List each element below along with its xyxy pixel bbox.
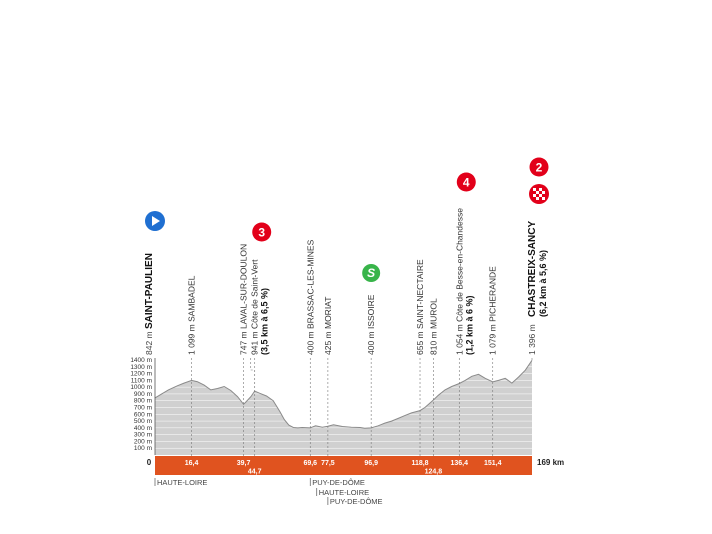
finish-climb-category-icon-number: 2 <box>536 160 543 174</box>
location-label: 810 m MUROL <box>428 298 438 355</box>
location-label: 655 m SAINT-NECTAIRE <box>415 259 425 355</box>
climb-category-icon <box>456 172 476 192</box>
start-altitude: 842 m <box>144 331 154 355</box>
y-tick-label: 400 m <box>134 425 152 432</box>
finish-flag-square <box>533 194 536 197</box>
location-label: 425 m MORIAT <box>323 297 333 355</box>
climb-stats: (1,2 km à 6 %) <box>464 295 474 355</box>
km-label: 39,7 <box>237 460 251 467</box>
km-label: 124,8 <box>425 469 443 476</box>
location-label: 400 m ISSOIRE <box>366 294 376 355</box>
start-name: SAINT-PAULIEN <box>144 253 155 329</box>
finish-flag-square <box>542 197 545 200</box>
y-tick-label: 300 m <box>134 432 152 439</box>
region-label: PUY-DE-DÔME <box>330 497 383 506</box>
location-labels: 842 m SAINT-PAULIEN 1 099 m SAMBADEL 747 m … <box>144 208 548 355</box>
y-tick-label: 1200 m <box>130 371 152 378</box>
elevation-fill <box>155 360 532 455</box>
climb-category-icon-number: 4 <box>463 175 470 189</box>
finish-climb-category-icon <box>529 157 549 177</box>
y-tick-label: 1300 m <box>130 364 152 371</box>
location-label: 1 099 m SAMBADEL <box>187 275 197 355</box>
km-band: 0 169 km 16,4 39,7 44,7 69,6 77,5 96,9 118,8 124,… <box>147 456 564 476</box>
region-label: HAUTE-LOIRE <box>157 478 207 487</box>
y-tick-label: 900 m <box>134 391 152 398</box>
region-labels: HAUTE-LOIRE PUY-DE-DÔMEHAUTE-LOIREPUY-DE-… <box>154 478 383 506</box>
location-label: 941 m Côte de Saint-Vert <box>250 259 260 355</box>
finish-flag-square <box>542 191 545 194</box>
km-label: 151,4 <box>484 460 502 467</box>
location-label: 1 054 m Côte de Besse-en-Chandesse <box>454 208 464 355</box>
elevation-area <box>154 358 533 455</box>
km-label: 136,4 <box>451 460 469 467</box>
location-label: 747 m LAVAL-SUR-DOULON <box>239 244 249 355</box>
y-tick-label: 1100 m <box>131 377 152 384</box>
elevation-line <box>154 360 533 429</box>
climb-category-icon-number: 3 <box>258 225 265 239</box>
finish-flag-square <box>539 194 542 197</box>
region-label: HAUTE-LOIRE <box>319 488 369 497</box>
y-tick-label: 700 m <box>134 405 152 412</box>
km-label: 96,9 <box>364 460 378 467</box>
finish-name: CHASTREIX-SANCY <box>527 221 538 317</box>
y-tick-label: 200 m <box>134 438 152 445</box>
location-label: 400 m BRASSAC-LES-MINES <box>305 239 315 355</box>
y-tick-label: 500 m <box>134 418 152 425</box>
km-band-bar <box>155 456 532 475</box>
profile-icons: 3 S 4 2 <box>145 157 549 282</box>
region-label: PUY-DE-DÔME <box>312 478 365 487</box>
location-label: 1 079 m PICHERANDE <box>488 266 498 355</box>
y-tick-label: 100 m <box>134 445 152 452</box>
play-icon <box>152 216 160 226</box>
marker-lines <box>191 358 533 456</box>
y-tick-label: 600 m <box>134 411 152 418</box>
km-zero-label: 0 <box>147 458 152 467</box>
climb-stats: (3,5 km à 6,5 %) <box>260 288 270 355</box>
marker-bend <box>250 358 256 392</box>
sprint-icon-letter: S <box>367 266 375 280</box>
finish-flag-square <box>536 191 539 194</box>
y-tick-label: 1000 m <box>130 384 152 391</box>
finish-altitude: 1 396 m <box>527 324 537 355</box>
km-label: 16,4 <box>185 460 199 467</box>
y-tick-label: 1400 m <box>130 357 152 364</box>
finish-flag-square <box>536 197 539 200</box>
y-tick-label: 800 m <box>134 398 152 405</box>
finish-flag-square <box>539 188 542 191</box>
total-distance-label: 169 km <box>537 458 564 467</box>
climb-category-icon <box>252 222 272 242</box>
finish-flag-square <box>533 188 536 191</box>
km-label: 69,6 <box>303 460 317 467</box>
km-label: 44,7 <box>248 469 262 476</box>
km-label: 118,8 <box>411 460 428 467</box>
km-label: 77,5 <box>321 460 335 467</box>
sprint-icon <box>362 264 381 282</box>
finish-climb-stats: (6,2 km à 5,6 %) <box>538 250 548 317</box>
